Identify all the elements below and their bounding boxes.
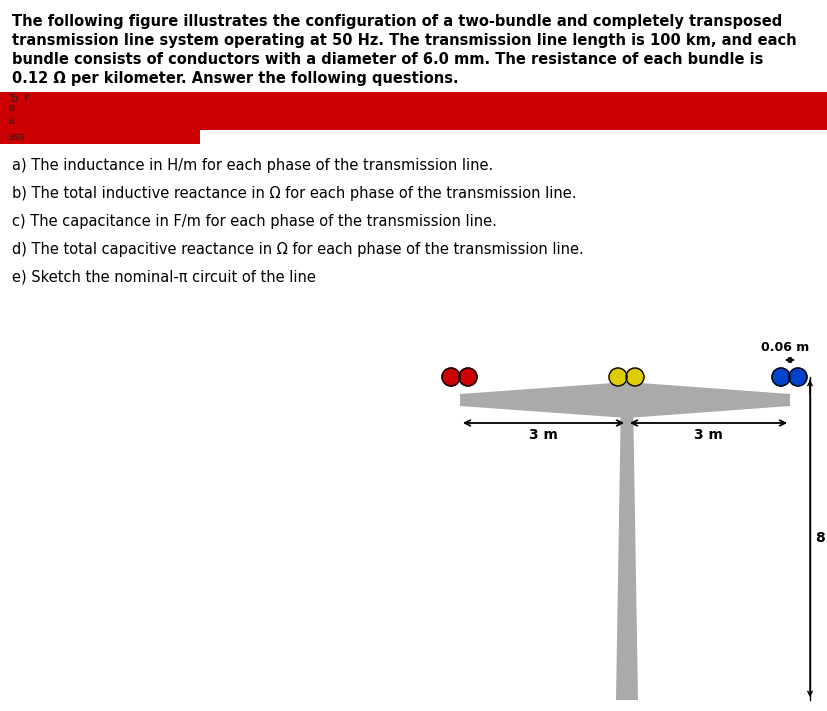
Text: The following figure illustrates the configuration of a two-bundle and completel: The following figure illustrates the con…	[12, 14, 782, 29]
Text: 0.06 m: 0.06 m	[760, 341, 808, 354]
Circle shape	[442, 368, 460, 386]
Polygon shape	[615, 395, 638, 700]
Circle shape	[788, 368, 806, 386]
Text: 0.12 Ω per kilometer. Answer the following questions.: 0.12 Ω per kilometer. Answer the followi…	[12, 71, 458, 86]
Text: 3 m: 3 m	[693, 428, 722, 442]
Circle shape	[458, 368, 476, 386]
Bar	[0, 114, 827, 130]
Text: bundle consists of conductors with a diameter of 6.0 mm. The resistance of each : bundle consists of conductors with a dia…	[12, 52, 762, 67]
Text: transmission line system operating at 50 Hz. The transmission line length is 100: transmission line system operating at 50…	[12, 33, 796, 48]
Text: To  F: To F	[8, 94, 30, 104]
Text: a: a	[8, 103, 14, 113]
Polygon shape	[626, 382, 789, 418]
Polygon shape	[460, 382, 626, 418]
Text: a) The inductance in H/m for each phase of the transmission line.: a) The inductance in H/m for each phase …	[12, 158, 493, 173]
Text: c) The capacitance in F/m for each phase of the transmission line.: c) The capacitance in F/m for each phase…	[12, 214, 496, 229]
Bar	[619, 375, 634, 395]
Bar	[0, 130, 200, 144]
Text: a: a	[8, 116, 14, 126]
Text: b) The total inductive reactance in Ω for each phase of the transmission line.: b) The total inductive reactance in Ω fo…	[12, 186, 576, 201]
Text: ass: ass	[8, 132, 24, 142]
Circle shape	[625, 368, 643, 386]
Circle shape	[771, 368, 789, 386]
Text: e) Sketch the nominal-π circuit of the line: e) Sketch the nominal-π circuit of the l…	[12, 270, 315, 285]
Text: 8 m: 8 m	[815, 532, 827, 545]
Text: 3 m: 3 m	[528, 428, 557, 442]
Text: d) The total capacitive reactance in Ω for each phase of the transmission line.: d) The total capacitive reactance in Ω f…	[12, 242, 583, 257]
Bar	[0, 92, 827, 114]
Circle shape	[609, 368, 626, 386]
